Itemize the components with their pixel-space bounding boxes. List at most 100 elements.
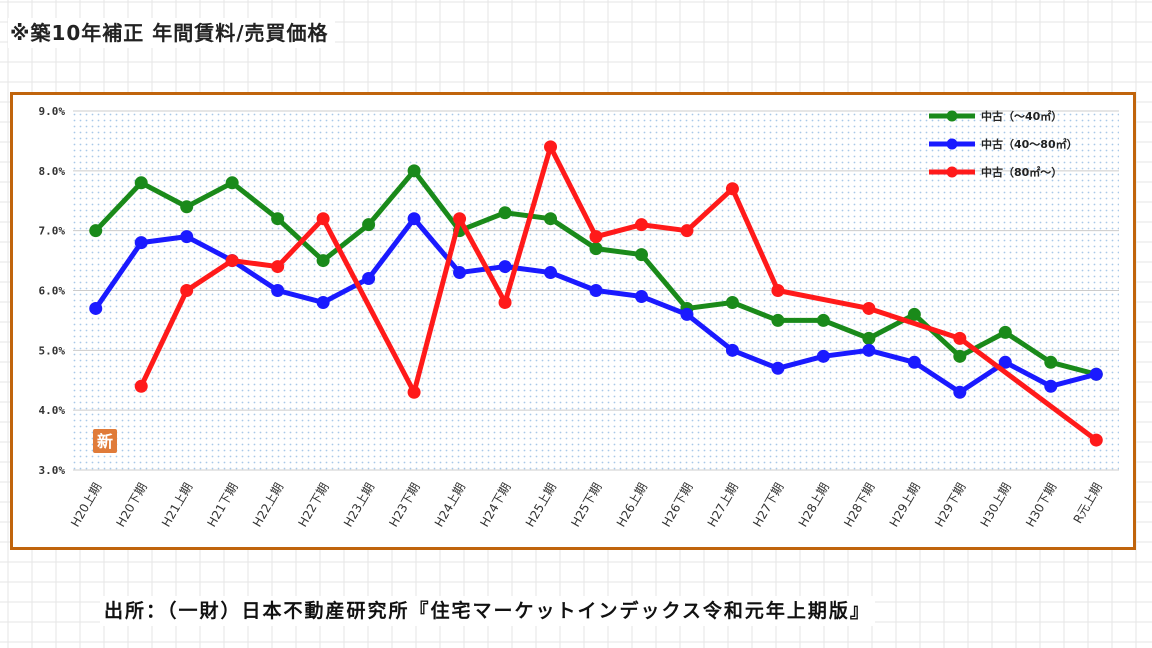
logo-text: 新 xyxy=(97,432,113,451)
data-point xyxy=(680,307,694,321)
data-point xyxy=(498,295,512,309)
data-point xyxy=(634,248,648,262)
data-point xyxy=(589,230,603,244)
y-tick-label: 8.0% xyxy=(39,165,66,178)
data-point xyxy=(453,212,467,226)
data-point xyxy=(907,355,921,369)
legend-label: 中古（80㎡～） xyxy=(981,165,1062,179)
data-point xyxy=(271,212,285,226)
y-tick-label: 6.0% xyxy=(39,285,66,298)
data-point xyxy=(362,218,376,232)
data-point xyxy=(725,343,739,357)
data-point xyxy=(1089,433,1103,447)
x-tick-label: H24下期 xyxy=(477,480,513,529)
legend-label: 中古（～40㎡） xyxy=(981,109,1062,123)
data-point xyxy=(544,140,558,154)
data-point xyxy=(862,343,876,357)
data-point xyxy=(89,224,103,238)
x-tick-label: H25上期 xyxy=(523,481,559,530)
data-point xyxy=(180,284,194,297)
series-3 xyxy=(134,140,1103,447)
x-tick-label: H23上期 xyxy=(341,481,377,530)
data-point xyxy=(907,307,921,321)
x-tick-label: H30上期 xyxy=(978,481,1014,530)
data-point xyxy=(725,182,739,196)
data-point xyxy=(862,331,876,345)
y-axis-ticks: 3.0% 4.0% 5.0% 6.0% 7.0% 8.0% 9.0% xyxy=(39,105,66,477)
data-point xyxy=(180,230,194,244)
y-tick-label: 4.0% xyxy=(39,404,66,417)
data-point xyxy=(453,266,467,280)
data-point xyxy=(134,379,148,393)
x-tick-label: H22下期 xyxy=(295,481,331,530)
data-point xyxy=(89,301,103,315)
data-point xyxy=(680,224,694,238)
legend-label: 中古（40～80㎡） xyxy=(981,137,1078,151)
data-point xyxy=(771,284,785,297)
x-tick-label: H21上期 xyxy=(159,481,195,530)
x-tick-label: H20上期 xyxy=(68,481,104,530)
y-tick-label: 7.0% xyxy=(39,225,66,238)
x-tick-label: H29下期 xyxy=(932,481,968,530)
data-point xyxy=(544,212,558,226)
x-tick-label: H26下期 xyxy=(659,481,695,530)
data-point xyxy=(1044,379,1058,393)
line-chart: 3.0%4.0%5.0%6.0%7.0%8.0%9.0% H20上期 H20下期 H… xyxy=(39,105,1119,529)
source-citation: 出所：（一財）日本不動産研究所『住宅マーケットインデックス令和元年上期版』 xyxy=(100,596,875,626)
data-point xyxy=(1044,355,1058,369)
x-tick-label: H25下期 xyxy=(568,481,604,530)
legend: 中古（～40㎡） 中古（40～80㎡） 中古（80㎡～） xyxy=(929,109,1078,179)
data-point xyxy=(771,313,785,327)
x-tick-label: H27下期 xyxy=(750,481,786,530)
data-point xyxy=(407,212,421,226)
data-point xyxy=(225,176,239,190)
legend-marker xyxy=(946,110,958,122)
data-point xyxy=(589,242,603,256)
data-point xyxy=(589,284,603,297)
x-axis-ticks: H20上期 H20下期 H21上期 H21下期 H22上期 H22下期 H23上期 H23下期… xyxy=(68,480,1105,529)
x-tick-label: H28上期 xyxy=(796,481,832,530)
chart-title: ※築10年補正 年間賃料/売買価格 xyxy=(8,18,335,48)
data-point xyxy=(771,361,785,375)
data-point xyxy=(953,331,967,345)
legend-marker xyxy=(946,138,958,150)
x-tick-label: H28下期 xyxy=(841,481,877,530)
y-tick-label: 3.0% xyxy=(39,464,66,477)
x-tick-label: H23下期 xyxy=(386,481,422,530)
data-point xyxy=(316,295,330,309)
chart-frame: 3.0% 4.0% 5.0% 6.0% 7.0% 8.0% 9.0% H20上期 H20下期 H… xyxy=(10,92,1136,550)
logo-badge: 新 xyxy=(93,429,117,453)
x-tick-label: R元上期 xyxy=(1071,481,1105,526)
data-point xyxy=(316,254,330,268)
series-lines xyxy=(89,140,1103,447)
legend-marker xyxy=(946,166,958,178)
data-point xyxy=(953,385,967,399)
data-point xyxy=(816,313,830,327)
data-point xyxy=(225,254,239,268)
data-point xyxy=(816,349,830,363)
x-tick-label: H24上期 xyxy=(432,481,468,530)
data-point xyxy=(725,295,739,309)
data-point xyxy=(498,260,512,274)
data-point xyxy=(998,325,1012,339)
data-point xyxy=(407,385,421,399)
data-point xyxy=(634,289,648,303)
x-tick-label: H21下期 xyxy=(204,481,240,530)
data-point xyxy=(362,272,376,286)
data-point xyxy=(1089,367,1103,381)
data-point xyxy=(271,260,285,274)
data-point xyxy=(953,349,967,363)
data-point xyxy=(998,355,1012,369)
data-point xyxy=(862,301,876,315)
y-tick-label: 5.0% xyxy=(39,344,66,357)
data-point xyxy=(134,176,148,190)
data-point xyxy=(271,284,285,297)
x-tick-label: H22上期 xyxy=(250,481,286,530)
data-point xyxy=(634,218,648,232)
data-point xyxy=(316,212,330,226)
x-tick-label: H26上期 xyxy=(614,481,650,530)
x-tick-label: H29上期 xyxy=(887,481,923,530)
data-point xyxy=(180,200,194,214)
data-point xyxy=(407,164,421,178)
logo-icon xyxy=(93,429,117,453)
